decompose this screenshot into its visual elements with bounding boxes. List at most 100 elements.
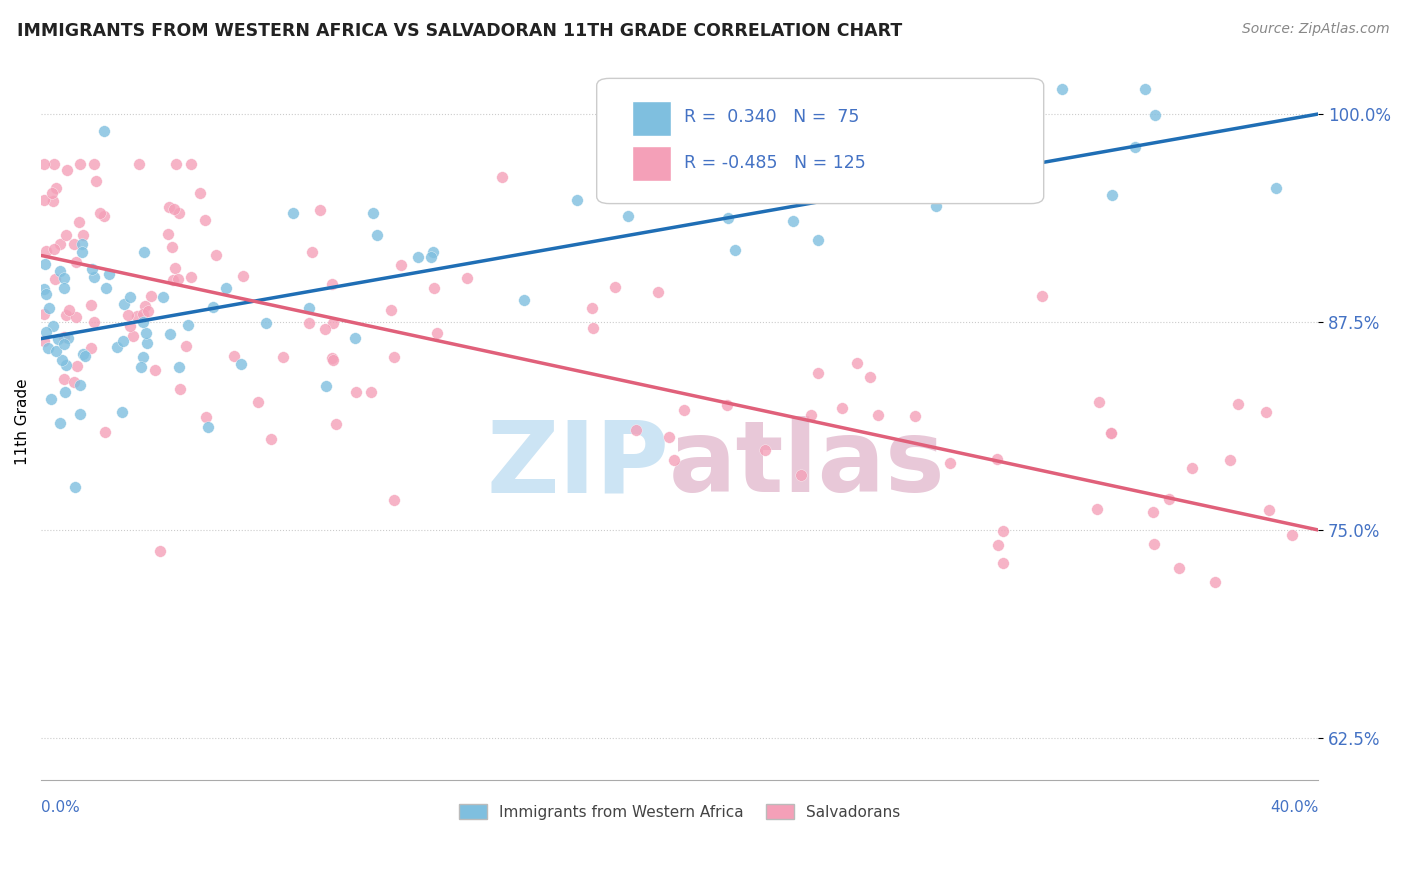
Point (45, 344, 67, 359)
Point (321, 351, 343, 366)
Point (49, 416, 72, 430)
Point (831, 401, 853, 416)
Point (1085, 502, 1108, 516)
Point (80, 341, 103, 355)
Point (1144, 108, 1167, 122)
Point (1168, 561, 1191, 575)
Point (363, 205, 385, 219)
Point (1099, 426, 1122, 441)
Point (298, 316, 321, 330)
Point (325, 417, 347, 431)
Point (52, 337, 75, 351)
Point (167, 359, 190, 374)
Point (132, 307, 155, 321)
Point (117, 308, 139, 322)
Point (69, 378, 91, 392)
Point (229, 357, 252, 371)
Point (859, 369, 882, 384)
Y-axis label: 11th Grade: 11th Grade (15, 378, 30, 465)
Point (807, 366, 830, 380)
Point (128, 157, 150, 171)
Point (107, 340, 129, 354)
Point (52, 330, 75, 344)
Point (180, 269, 202, 284)
Point (94, 281, 117, 295)
Point (41, 319, 63, 334)
Text: atlas: atlas (669, 417, 946, 513)
Point (55, 385, 77, 400)
Point (344, 385, 367, 400)
Text: Source: ZipAtlas.com: Source: ZipAtlas.com (1241, 22, 1389, 37)
Point (581, 301, 603, 315)
Point (111, 404, 134, 418)
Point (169, 382, 191, 396)
Point (63, 480, 86, 494)
Point (135, 326, 157, 340)
Point (298, 301, 321, 316)
Point (800, 408, 823, 422)
Point (672, 403, 695, 417)
Point (52, 281, 75, 295)
Point (34, 307, 56, 321)
Point (37, 341, 59, 355)
Point (83, 270, 105, 285)
Point (1257, 502, 1279, 516)
Point (120, 319, 142, 334)
Point (52, 372, 75, 386)
Point (177, 318, 200, 332)
Point (82, 262, 104, 277)
Point (322, 353, 344, 368)
Point (143, 362, 166, 376)
Point (65, 255, 87, 269)
Point (991, 524, 1014, 538)
Point (716, 398, 738, 412)
Point (112, 297, 135, 311)
Point (1099, 426, 1122, 441)
Point (1204, 575, 1226, 590)
Point (165, 260, 187, 275)
Point (1050, 82, 1073, 96)
Point (647, 285, 669, 299)
Text: 0.0%: 0.0% (41, 799, 80, 814)
Legend: Immigrants from Western Africa, Salvadorans: Immigrants from Western Africa, Salvador… (453, 797, 907, 826)
Point (1031, 289, 1053, 303)
Point (94, 425, 117, 439)
Text: R = -0.485   N = 125: R = -0.485 N = 125 (683, 153, 865, 172)
Point (790, 468, 813, 483)
Point (382, 492, 405, 507)
Point (658, 430, 681, 444)
Point (93, 124, 115, 138)
Point (135, 336, 157, 351)
Point (991, 556, 1014, 570)
Text: IMMIGRANTS FROM WESTERN AFRICA VS SALVADORAN 11TH GRADE CORRELATION CHART: IMMIGRANTS FROM WESTERN AFRICA VS SALVAD… (17, 22, 903, 40)
Point (69, 408, 91, 422)
Point (118, 290, 141, 304)
Point (664, 453, 686, 467)
Point (301, 244, 323, 259)
Point (382, 350, 405, 364)
Point (165, 157, 187, 171)
Point (1281, 528, 1303, 542)
Point (112, 334, 135, 348)
Point (260, 432, 283, 446)
Text: R =  0.340   N =  75: R = 0.340 N = 75 (683, 108, 859, 126)
Bar (633, 102, 671, 136)
Point (159, 326, 181, 341)
Point (93, 209, 115, 223)
Point (754, 443, 776, 458)
Point (42, 157, 65, 171)
Point (605, 280, 627, 294)
Point (69, 157, 91, 171)
Point (45, 181, 67, 195)
Point (152, 290, 174, 304)
Point (308, 202, 330, 217)
Point (314, 322, 336, 336)
Point (83, 315, 105, 329)
Point (1157, 491, 1180, 506)
Point (162, 273, 184, 287)
Point (44, 272, 66, 286)
Point (49, 237, 72, 252)
Point (868, 408, 890, 422)
Point (34, 334, 56, 349)
Text: ZIP: ZIP (486, 417, 669, 513)
